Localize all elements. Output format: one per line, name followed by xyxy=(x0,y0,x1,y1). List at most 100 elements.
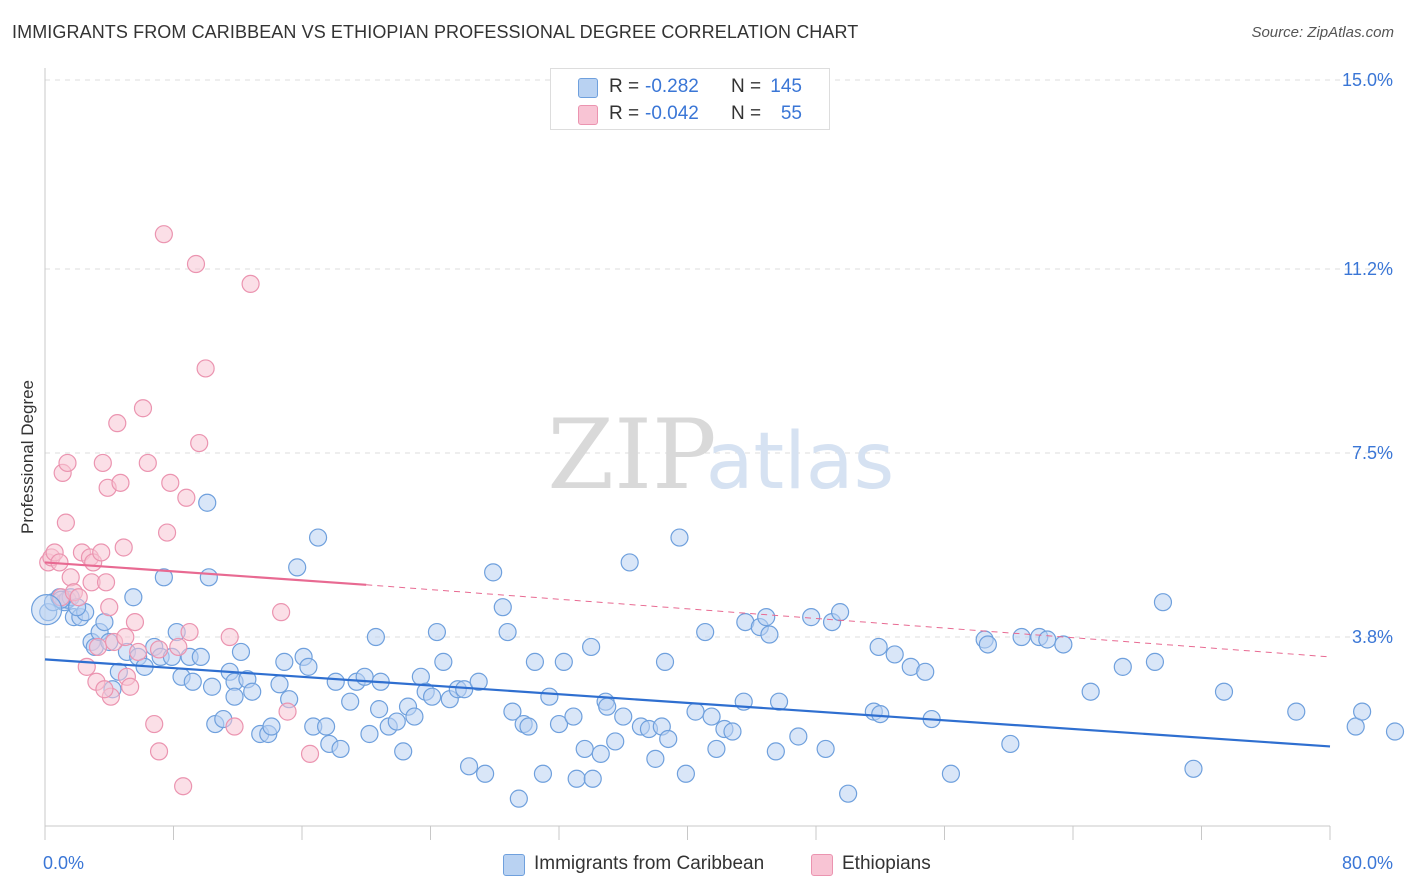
caribbean-point xyxy=(299,657,318,676)
n-value: 145 xyxy=(770,76,802,97)
caribbean-point xyxy=(554,652,573,671)
caribbean-point xyxy=(707,739,726,759)
ethiopian-point xyxy=(96,573,116,592)
caribbean-point xyxy=(387,712,406,731)
ethiopian-point xyxy=(196,359,215,378)
caribbean-point xyxy=(331,739,350,759)
ethiopian-point xyxy=(125,612,145,632)
ethiopian-point xyxy=(161,473,180,492)
caribbean-point xyxy=(202,677,222,696)
caribbean-point xyxy=(686,702,705,721)
caribbean-point xyxy=(869,637,888,657)
ethiopians-legend-label: Ethiopians xyxy=(842,853,931,874)
caribbean-point xyxy=(582,637,601,657)
caribbean-point xyxy=(31,594,63,626)
ethiopian-point xyxy=(56,513,75,532)
ethiopian-point xyxy=(157,523,177,542)
caribbean-point xyxy=(702,707,721,726)
r-label: R = xyxy=(609,76,640,97)
caribbean-point xyxy=(696,622,715,642)
caribbean-point xyxy=(659,729,678,749)
caribbean-point xyxy=(598,697,617,716)
r-value: -0.042 xyxy=(645,103,699,124)
caribbean-point xyxy=(341,692,360,711)
caribbean-point xyxy=(326,672,345,691)
ethiopian-point xyxy=(129,642,148,662)
ethiopian-point xyxy=(114,538,133,557)
ethiopian-point xyxy=(180,622,199,642)
ethiopian-point xyxy=(149,742,169,761)
ethiopian-point xyxy=(174,777,193,796)
caribbean-point xyxy=(525,652,545,671)
watermark-atlas: atlas xyxy=(706,417,895,507)
ethiopian-point xyxy=(111,473,130,492)
caribbean-point xyxy=(766,742,785,761)
caribbean-point xyxy=(1385,722,1405,741)
caribbean-point xyxy=(225,687,244,706)
ethiopian-point xyxy=(186,254,206,274)
caribbean-point xyxy=(816,739,835,759)
ethiopian-trend-extension xyxy=(366,584,1331,658)
caribbean-point xyxy=(549,714,569,734)
caribbean-point xyxy=(394,742,413,761)
ethiopian-point xyxy=(154,225,173,244)
caribbean-point xyxy=(243,682,262,701)
caribbean-point xyxy=(423,687,442,706)
caribbean-point xyxy=(757,608,776,627)
caribbean-point xyxy=(366,627,385,647)
trend-lines xyxy=(44,561,1331,748)
ethiopian-point xyxy=(93,453,112,473)
caribbean-point xyxy=(591,744,610,763)
caribbean-point xyxy=(1081,682,1100,701)
caribbean-point xyxy=(498,622,517,642)
caribbean-point xyxy=(308,528,328,547)
ethiopians-swatch xyxy=(578,105,598,125)
ethiopian-trend-line xyxy=(44,561,367,586)
caribbean-point xyxy=(288,558,307,577)
ethiopian-point xyxy=(88,637,108,657)
n-value: 55 xyxy=(780,103,802,124)
caribbean-point xyxy=(670,528,689,547)
caribbean-point xyxy=(941,764,961,783)
x-tick-label-min: 0.0% xyxy=(43,853,84,873)
caribbean-point xyxy=(199,568,218,587)
caribbean-point xyxy=(802,608,821,627)
caribbean-point xyxy=(1184,759,1203,778)
ethiopian-point xyxy=(100,598,119,617)
caribbean-point xyxy=(275,652,294,671)
caribbean-point xyxy=(316,717,336,736)
caribbean-point xyxy=(154,568,173,587)
caribbean-point xyxy=(484,563,503,582)
source-label: Source: ZipAtlas.com xyxy=(1251,24,1394,41)
r-value: -0.282 xyxy=(645,76,699,97)
ethiopian-point xyxy=(69,588,88,607)
caribbean-point xyxy=(830,603,850,622)
ethiopian-point xyxy=(278,702,297,721)
caribbean-point xyxy=(270,675,289,694)
caribbean-point xyxy=(871,704,890,724)
axes xyxy=(44,68,1331,840)
ethiopian-point xyxy=(133,399,153,418)
caribbean-point xyxy=(1287,702,1306,721)
ethiopian-point xyxy=(108,414,127,433)
caribbean-point xyxy=(1054,635,1073,654)
caribbean-point xyxy=(606,732,625,751)
y-tick-label: 3.8% xyxy=(1352,627,1393,647)
ethiopian-point xyxy=(92,543,111,562)
r-label: R = xyxy=(609,103,640,124)
caribbean-legend-swatch xyxy=(503,854,525,876)
n-label: N = xyxy=(731,76,762,97)
caribbean-point xyxy=(723,722,742,741)
caribbean-point xyxy=(1012,627,1031,647)
ethiopian-point xyxy=(190,433,209,453)
caribbean-point xyxy=(509,789,528,808)
caribbean-point xyxy=(655,652,675,671)
ethiopian-point xyxy=(61,568,80,587)
ethiopian-point xyxy=(241,274,260,294)
caribbean-point xyxy=(360,724,379,744)
caribbean-point xyxy=(916,662,935,681)
ethiopian-point xyxy=(95,680,114,699)
caribbean-point xyxy=(519,717,538,736)
caribbean-point xyxy=(533,764,553,783)
ethiopian-point xyxy=(145,714,164,734)
